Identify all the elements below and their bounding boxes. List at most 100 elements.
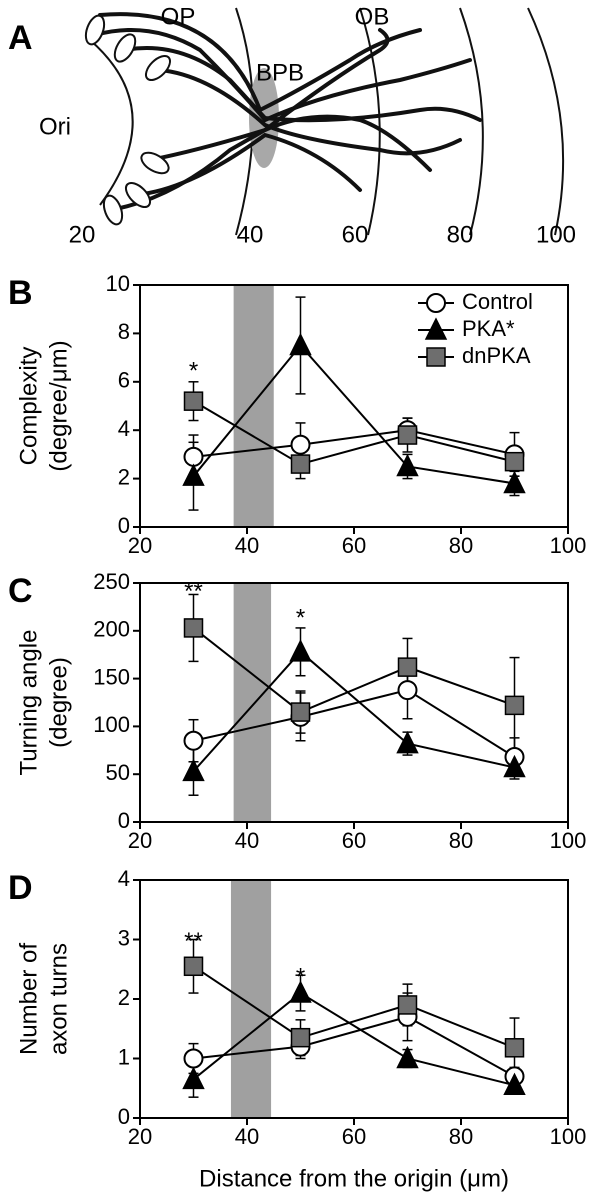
diagram-label: BPB [256, 59, 304, 86]
annotation: * [296, 964, 305, 991]
x-tick-label: 40 [235, 1124, 259, 1149]
scale-label: 40 [237, 221, 264, 248]
axon [123, 46, 482, 123]
axon [108, 28, 390, 212]
y-axis-label: Number of [15, 943, 42, 1055]
y-tick-label: 250 [93, 569, 130, 594]
series-line [193, 1015, 515, 1078]
annotation: * [189, 357, 198, 384]
marker [503, 470, 526, 494]
x-tick-label: 100 [550, 1124, 587, 1149]
annotation: * [296, 605, 305, 632]
series-line [192, 343, 515, 485]
y-tick-label: 0 [118, 808, 130, 833]
marker [396, 1045, 419, 1069]
marker [426, 347, 446, 367]
x-tick-label: 100 [550, 828, 587, 853]
marker [289, 980, 312, 1003]
diagram-label: OB [355, 3, 390, 30]
diagram-label: OP [161, 3, 196, 30]
axon [133, 132, 362, 197]
x-tick-label: 20 [128, 533, 152, 558]
x-tick-label: 80 [449, 533, 473, 558]
legend-label: PKA* [462, 316, 515, 341]
series-line [192, 627, 515, 714]
marker [290, 1027, 311, 1048]
x-tick-label: 60 [342, 533, 366, 558]
marker [396, 453, 419, 477]
diagram: A OP OB BPB Ori 20 40 60 80 100 [8, 3, 576, 248]
annotation: ** [184, 928, 203, 955]
panel-label: D [8, 869, 33, 907]
marker [290, 434, 311, 455]
marker [397, 657, 418, 677]
series-line [192, 965, 515, 1049]
x-tick-label: 60 [342, 1124, 366, 1149]
y-tick-label: 200 [93, 617, 130, 642]
marker [182, 758, 205, 782]
neuron [84, 14, 106, 46]
legend-label: Control [462, 289, 533, 314]
diagram-label: Ori [39, 113, 71, 140]
y-tick-label: 4 [118, 416, 130, 441]
neuron [124, 181, 152, 209]
x-tick-label: 20 [128, 1124, 152, 1149]
marker [183, 391, 204, 411]
marker [397, 995, 418, 1015]
scale-label: 100 [536, 221, 576, 248]
y-tick-label: 4 [118, 866, 130, 891]
marker [424, 317, 448, 340]
series-line [193, 429, 515, 458]
y-tick-label: 8 [118, 319, 130, 344]
shaded-band [230, 880, 272, 1118]
axon [158, 68, 462, 156]
marker [504, 451, 525, 472]
y-tick-label: 10 [106, 271, 130, 296]
series-line [192, 650, 515, 772]
marker [183, 730, 204, 751]
annotation: ** [184, 578, 203, 605]
panel-label: B [8, 274, 33, 312]
neuron [140, 151, 170, 175]
scale-label: 60 [342, 221, 369, 248]
series-line [192, 400, 515, 466]
marker [289, 639, 312, 662]
marker [396, 730, 419, 754]
distance-arc [459, 7, 484, 236]
series-line [193, 688, 516, 758]
x-axis-label: Distance from the origin (μm) [199, 1165, 509, 1192]
y-axis-label: Turning angle [15, 630, 42, 776]
scale-label: 20 [69, 221, 96, 248]
distance-arc [527, 7, 565, 236]
shaded-band [233, 583, 272, 822]
y-tick-label: 0 [118, 513, 130, 538]
shaded-band [233, 285, 274, 527]
marker [183, 1048, 204, 1069]
y-tick-label: 2 [118, 464, 130, 489]
x-tick-label: 40 [235, 828, 259, 853]
marker [397, 680, 418, 701]
x-tick-label: 80 [449, 1124, 473, 1149]
marker [289, 332, 312, 356]
panel-label: A [8, 19, 33, 57]
neuron [113, 33, 137, 63]
neuron [144, 54, 172, 82]
marker [503, 754, 526, 778]
x-tick-label: 20 [128, 828, 152, 853]
y-tick-label: 6 [118, 368, 130, 393]
marker [504, 695, 525, 716]
x-tick-label: 100 [550, 533, 587, 558]
y-tick-label: 3 [118, 925, 130, 950]
axon [148, 114, 432, 172]
y-tick-label: 50 [106, 760, 130, 785]
marker [182, 1066, 205, 1090]
marker [397, 425, 418, 445]
y-tick-label: 0 [118, 1104, 130, 1129]
y-axis-label: Complexity [15, 347, 42, 466]
marker [426, 293, 446, 313]
marker [504, 1038, 525, 1058]
distance-arc [359, 7, 381, 236]
y-tick-label: 1 [118, 1044, 130, 1069]
marker [183, 446, 204, 467]
